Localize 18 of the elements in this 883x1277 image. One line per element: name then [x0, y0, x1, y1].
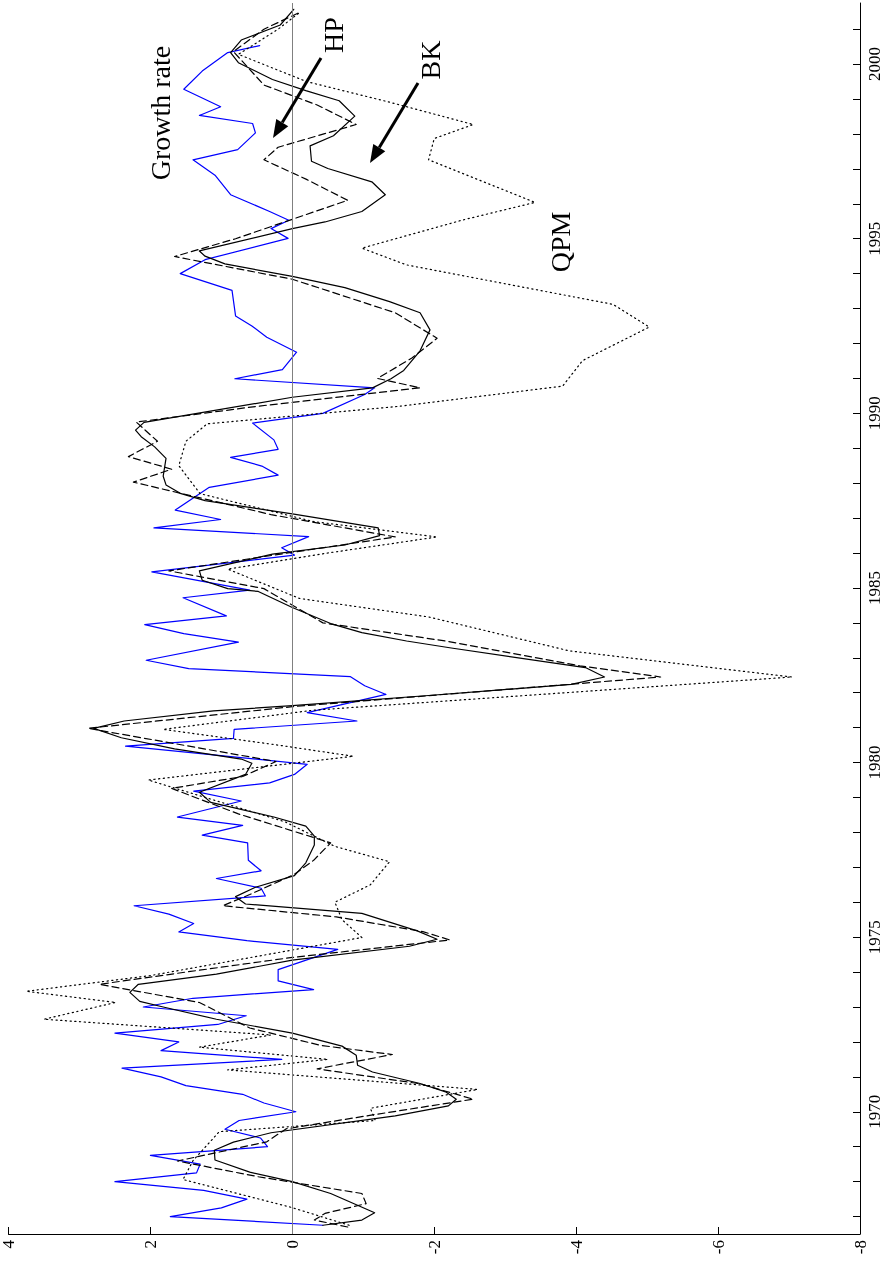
x-tick-label: -2 [424, 1240, 444, 1255]
x-tick-label: -6 [708, 1240, 728, 1255]
annotation: BK [414, 40, 446, 80]
x-tick-label: 2 [140, 1240, 160, 1249]
y-tick-label: 1990 [865, 396, 883, 431]
annotation: HP [317, 17, 349, 53]
y-tick-label: 2000 [865, 47, 883, 82]
x-tick-label: 4 [0, 1239, 18, 1249]
y-tick-label: 1980 [865, 745, 883, 780]
y-tick-label: 1975 [865, 920, 883, 955]
annotation: Growth rate [144, 45, 176, 181]
x-tick-label: -4 [566, 1239, 586, 1255]
y-tick-label: 1985 [865, 570, 883, 605]
y-tick-label: 1970 [865, 1094, 883, 1129]
x-tick-label: -8 [850, 1240, 870, 1255]
x-tick-label: 0 [282, 1240, 302, 1249]
y-tick-label: 1995 [865, 221, 883, 256]
annotation: QPM [544, 211, 576, 273]
